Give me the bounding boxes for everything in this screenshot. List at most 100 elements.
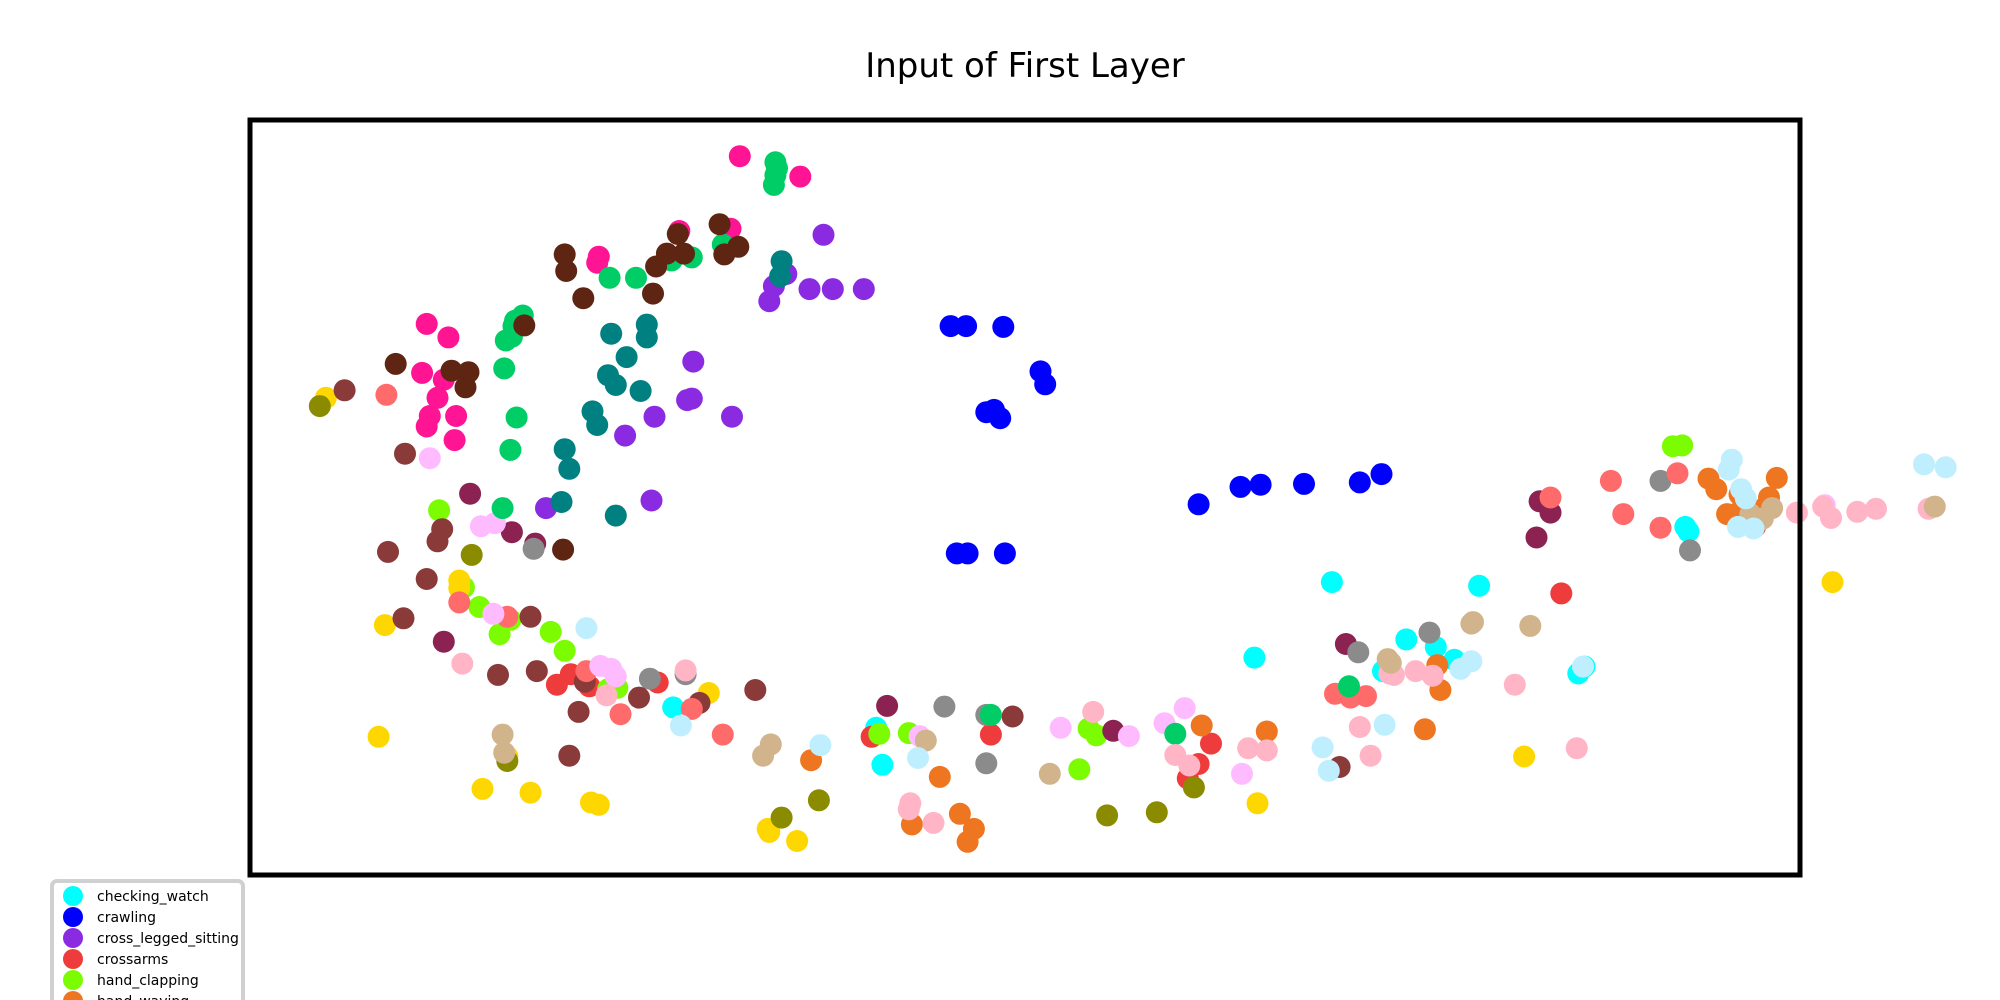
data-point-series-10-0: [522, 537, 545, 560]
data-point-series-18-2: [674, 659, 697, 682]
data-point-series-13-1: [789, 165, 812, 188]
data-point-series-19-5: [914, 729, 937, 752]
data-point-series-15-20: [1338, 675, 1360, 698]
data-point-series-18-22: [1846, 500, 1869, 523]
data-point-series-20-5: [1317, 759, 1340, 782]
data-point-series-20-17: [1934, 456, 1957, 479]
chart-title: Input of First Layer: [865, 46, 1185, 86]
data-point-series-14-0: [418, 447, 441, 470]
data-point-series-7-4: [367, 725, 390, 748]
data-point-series-19-1: [493, 741, 516, 764]
data-point-hand-clapping-5: [539, 620, 562, 643]
data-point-cross-legged-sitting-5: [852, 278, 875, 301]
data-point-hand-clapping-0: [428, 499, 451, 522]
legend-label: crossarms: [97, 952, 168, 968]
data-point-crawling-14: [1293, 472, 1315, 495]
data-point-series-19-7: [1379, 651, 1402, 674]
data-point-series-8-3: [770, 806, 793, 829]
data-point-crawling-9: [956, 542, 979, 565]
data-point-series-17-2: [666, 223, 689, 245]
data-point-hand-clapping-6: [553, 639, 576, 662]
data-point-series-12-5: [680, 697, 703, 720]
data-point-series-11-3: [431, 518, 454, 541]
data-point-hand-waving-1: [928, 765, 951, 788]
data-point-series-18-10: [1237, 737, 1260, 760]
data-point-crawling-4: [1029, 360, 1052, 383]
data-point-checking-watch-1: [662, 696, 685, 719]
data-point-series-10-7: [1418, 621, 1441, 644]
points-layer: [308, 145, 1957, 853]
legend-label: cross_legged_sitting: [97, 931, 239, 947]
data-point-hand-waving-5: [956, 830, 979, 853]
data-point-series-15-8: [598, 266, 621, 289]
data-point-series-18-1: [595, 684, 618, 707]
data-point-hand-clapping-9: [868, 722, 891, 745]
data-point-series-14-11: [1173, 697, 1196, 720]
data-point-series-16-7: [604, 374, 627, 396]
data-point-series-15-19: [1164, 722, 1187, 745]
series-series-17: [384, 213, 750, 561]
data-point-series-12-6: [711, 723, 734, 746]
data-point-series-16-11: [553, 438, 576, 461]
data-point-checking-watch-2: [1468, 574, 1491, 597]
data-point-series-15-14: [493, 357, 516, 380]
data-point-series-15-15: [505, 406, 528, 429]
data-point-series-17-8: [555, 260, 578, 282]
data-point-series-19-9: [1462, 611, 1484, 634]
data-point-series-18-9: [1565, 737, 1588, 760]
series-hand-clapping: [428, 434, 1766, 781]
data-point-series-12-4: [609, 703, 632, 726]
data-point-cross-legged-sitting-10: [721, 405, 743, 428]
data-point-series-14-3: [482, 602, 505, 625]
data-point-cross-legged-sitting-4: [821, 278, 844, 301]
data-point-crawling-12: [1229, 475, 1252, 498]
data-point-series-9-0: [459, 482, 482, 505]
data-point-series-12-0: [375, 383, 398, 406]
data-point-series-17-11: [513, 314, 536, 337]
data-point-series-20-16: [1913, 453, 1935, 476]
data-point-series-18-21: [1820, 506, 1842, 529]
data-point-series-12-10: [1539, 486, 1562, 509]
data-point-series-13-10: [426, 386, 449, 409]
series-hand-waving: [800, 466, 1788, 853]
data-point-series-18-5: [1421, 664, 1444, 687]
series-series-16: [550, 250, 793, 527]
data-point-series-20-4: [1311, 736, 1334, 759]
data-point-series-18-6: [1503, 673, 1526, 696]
data-point-series-20-2: [809, 734, 832, 757]
data-point-series-10-9: [1679, 539, 1701, 562]
data-point-series-10-3: [933, 695, 956, 718]
data-point-crawling-7: [983, 398, 1005, 421]
data-point-cross-legged-sitting-13: [640, 489, 663, 512]
data-point-series-16-12: [558, 457, 581, 480]
data-point-hand-waving-3: [948, 802, 971, 825]
data-point-series-11-17: [487, 663, 509, 686]
data-point-series-17-12: [384, 352, 407, 375]
series-series-12: [375, 383, 1689, 746]
data-point-series-19-13: [1761, 497, 1784, 520]
data-point-series-11-1: [394, 442, 416, 465]
legend: checking_watch crawling cross_legged_sitti…: [50, 879, 245, 1000]
data-point-series-7-6: [471, 777, 494, 800]
data-point-checking-watch-6: [1395, 628, 1418, 651]
data-point-checking-watch-5: [1320, 571, 1343, 594]
legend-label: checking_watch: [97, 889, 209, 905]
data-point-series-12-14: [1666, 462, 1689, 485]
legend-item-hand-clapping: hand_clapping: [63, 970, 199, 990]
data-point-series-10-6: [1347, 641, 1370, 664]
data-point-crawling-1: [955, 315, 978, 338]
data-point-series-11-15: [558, 744, 581, 767]
data-point-series-11-12: [744, 679, 767, 701]
data-point-series-16-10: [586, 414, 609, 436]
data-point-series-19-10: [1519, 614, 1542, 637]
data-point-crossarms-1: [545, 673, 568, 696]
data-point-series-8-7: [1182, 776, 1205, 799]
data-point-series-15-3: [762, 173, 785, 196]
legend-item-cross-legged-sitting: cross_legged_sitting: [63, 928, 239, 948]
data-point-series-8-0: [308, 395, 331, 418]
data-point-series-18-0: [451, 652, 474, 675]
data-point-series-11-6: [392, 607, 415, 630]
data-point-checking-watch-8: [1243, 646, 1266, 669]
data-point-series-20-9: [1572, 655, 1594, 678]
data-point-series-8-4: [807, 789, 830, 812]
